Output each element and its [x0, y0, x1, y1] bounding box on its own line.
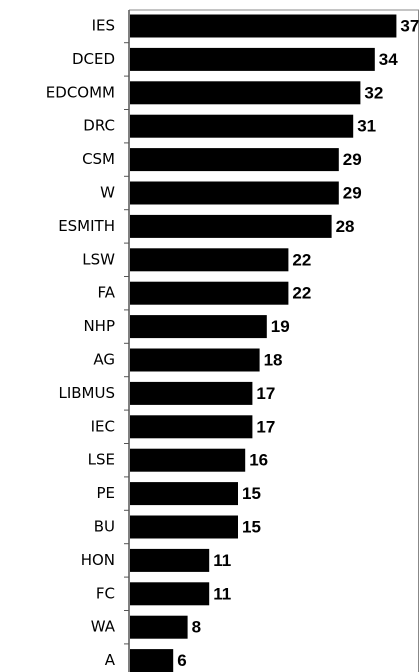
bar	[130, 148, 339, 172]
category-label: W	[100, 184, 115, 202]
bar	[130, 114, 354, 138]
value-label: 34	[379, 50, 398, 69]
bar	[130, 81, 361, 105]
bar	[130, 615, 188, 639]
bar	[130, 47, 375, 71]
value-label: 28	[336, 217, 355, 236]
category-label: FC	[96, 584, 115, 602]
value-label: 6	[177, 651, 186, 670]
bar	[130, 348, 260, 372]
category-label: HON	[81, 551, 115, 569]
category-label: LSE	[88, 451, 115, 469]
bar	[130, 14, 397, 38]
value-label: 37	[400, 16, 419, 35]
category-label: LSW	[82, 250, 115, 268]
category-label: FA	[97, 284, 115, 302]
value-label: 16	[249, 451, 268, 470]
value-label: 11	[213, 551, 231, 570]
value-label: 17	[256, 384, 275, 403]
category-label: DRC	[83, 117, 115, 135]
category-label: WA	[91, 618, 116, 636]
bar	[130, 248, 289, 272]
value-label: 29	[343, 150, 362, 169]
category-label: DCED	[72, 50, 115, 68]
value-label: 19	[271, 317, 290, 336]
bar	[130, 482, 238, 506]
value-label: 22	[292, 250, 311, 269]
bar	[130, 582, 210, 606]
value-label: 15	[242, 484, 261, 503]
category-label: CSM	[82, 150, 115, 168]
category-label: BU	[94, 518, 115, 536]
bar	[130, 415, 253, 439]
category-label: AG	[93, 351, 115, 369]
value-label: 17	[256, 417, 275, 436]
bar	[130, 181, 339, 205]
category-label: IES	[92, 17, 115, 35]
category-label: ESMITH	[58, 217, 115, 235]
bar	[130, 448, 246, 472]
category-label: LIBMUS	[58, 384, 115, 402]
value-label: 15	[242, 517, 261, 536]
bar	[130, 548, 210, 572]
bar	[130, 381, 253, 405]
value-label: 29	[343, 183, 362, 202]
value-label: 11	[213, 584, 231, 603]
category-label: IEC	[91, 417, 115, 435]
category-label: EDCOMM	[46, 83, 115, 101]
value-label: 32	[364, 83, 383, 102]
category-label: A	[105, 651, 116, 669]
bar	[130, 315, 267, 339]
value-label: 8	[192, 618, 201, 637]
bar	[130, 214, 332, 238]
category-label: PE	[96, 484, 115, 502]
value-label: 22	[292, 284, 311, 303]
value-label: 31	[357, 117, 376, 136]
bar	[130, 649, 174, 672]
bar	[130, 515, 238, 539]
bar	[130, 281, 289, 305]
category-label: NHP	[83, 317, 115, 335]
value-label: 18	[264, 350, 283, 369]
